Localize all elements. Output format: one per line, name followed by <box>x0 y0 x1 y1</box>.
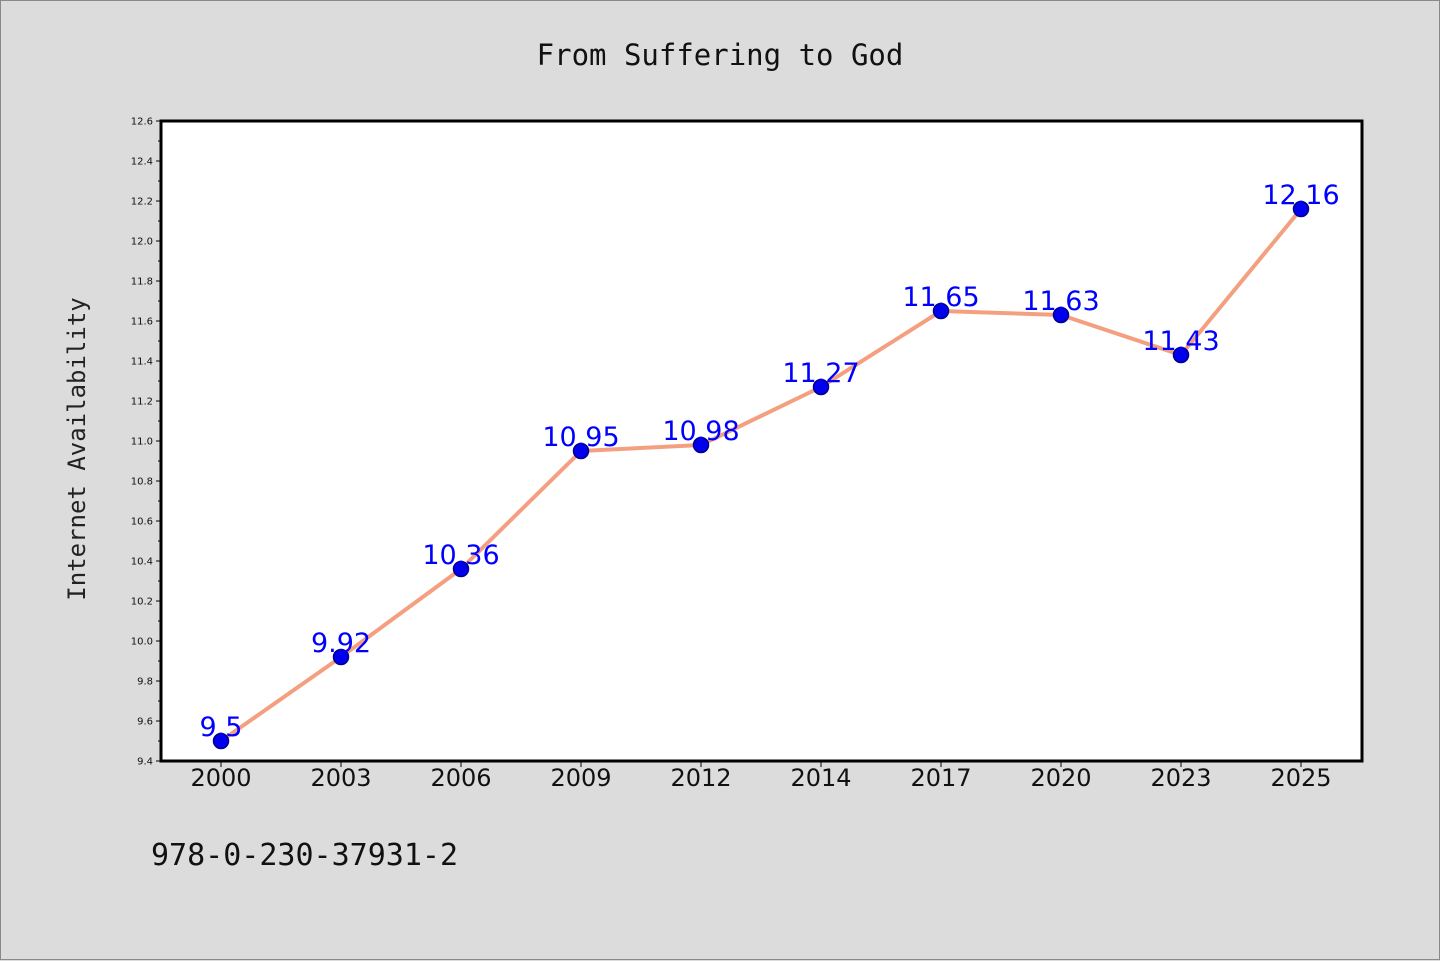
series-line-group <box>219 207 1303 743</box>
x-tick-label: 2000 <box>190 764 251 792</box>
data-labels: 9.5 9.92 10.36 10.95 10.98 11.27 11.65 11.63 11.… <box>200 180 1340 743</box>
y-tick-label: 11.8 <box>131 277 153 288</box>
data-label: 10.95 <box>542 422 619 453</box>
data-point <box>932 302 950 320</box>
x-tick-label: 2025 <box>1270 764 1331 792</box>
data-label: 9.5 <box>200 712 243 743</box>
chart-title: From Suffering to God <box>537 38 904 72</box>
data-point <box>1172 346 1190 364</box>
y-tick-label: 10.8 <box>131 477 153 488</box>
y-tick-label: 10.0 <box>131 637 153 648</box>
x-tick-label: 2020 <box>1030 764 1091 792</box>
y-tick-label: 11.6 <box>131 317 153 328</box>
isbn-footer: 978-0-230-37931-2 <box>151 838 458 873</box>
y-tick-label: 12.0 <box>131 237 153 248</box>
y-tick-label: 12.4 <box>131 157 153 168</box>
data-point <box>692 436 710 454</box>
x-tick-label: 2003 <box>310 764 371 792</box>
x-tick-label: 2009 <box>550 764 611 792</box>
y-tick-label: 9.8 <box>137 677 153 688</box>
data-point <box>452 560 470 578</box>
data-points <box>212 200 1310 750</box>
y-axis-label: Internet Availability <box>63 297 91 600</box>
x-tick-label: 2017 <box>910 764 971 792</box>
series-line <box>219 207 1303 743</box>
y-tick-label: 9.6 <box>137 717 153 728</box>
data-label: 11.63 <box>1022 286 1099 317</box>
x-tick-label: 2023 <box>1150 764 1211 792</box>
plot-area <box>161 121 1362 761</box>
data-point <box>572 442 590 460</box>
x-tick-label: 2014 <box>790 764 851 792</box>
y-tick-label: 11.0 <box>131 437 153 448</box>
data-point <box>332 648 350 666</box>
data-label: 12.16 <box>1262 180 1339 211</box>
y-tick-label: 11.4 <box>131 357 153 368</box>
data-point <box>1052 306 1070 324</box>
data-point <box>1292 200 1310 218</box>
data-point <box>212 732 230 750</box>
y-tick-label: 9.4 <box>137 757 153 768</box>
axis-ticks: 9.4 9.6 9.8 10.0 10.2 10.4 10.6 10.8 11.0 11.2 11.… <box>131 117 1332 793</box>
data-label: 10.98 <box>662 416 739 447</box>
y-tick-label: 12.2 <box>131 197 153 208</box>
data-label: 11.65 <box>902 282 979 313</box>
data-label: 10.36 <box>422 540 499 571</box>
y-tick-label: 12.6 <box>131 117 153 128</box>
data-point <box>812 378 830 396</box>
x-tick-label: 2006 <box>430 764 491 792</box>
y-tick-label: 10.2 <box>131 597 153 608</box>
y-tick-label: 10.4 <box>131 557 153 568</box>
x-tick-label: 2012 <box>670 764 731 792</box>
data-label: 11.43 <box>1142 326 1219 357</box>
y-tick-label: 10.6 <box>131 517 153 528</box>
plot-frame <box>159 119 1364 763</box>
data-label: 11.27 <box>782 358 859 389</box>
y-tick-label: 11.2 <box>131 397 153 408</box>
data-label: 9.92 <box>311 628 371 659</box>
